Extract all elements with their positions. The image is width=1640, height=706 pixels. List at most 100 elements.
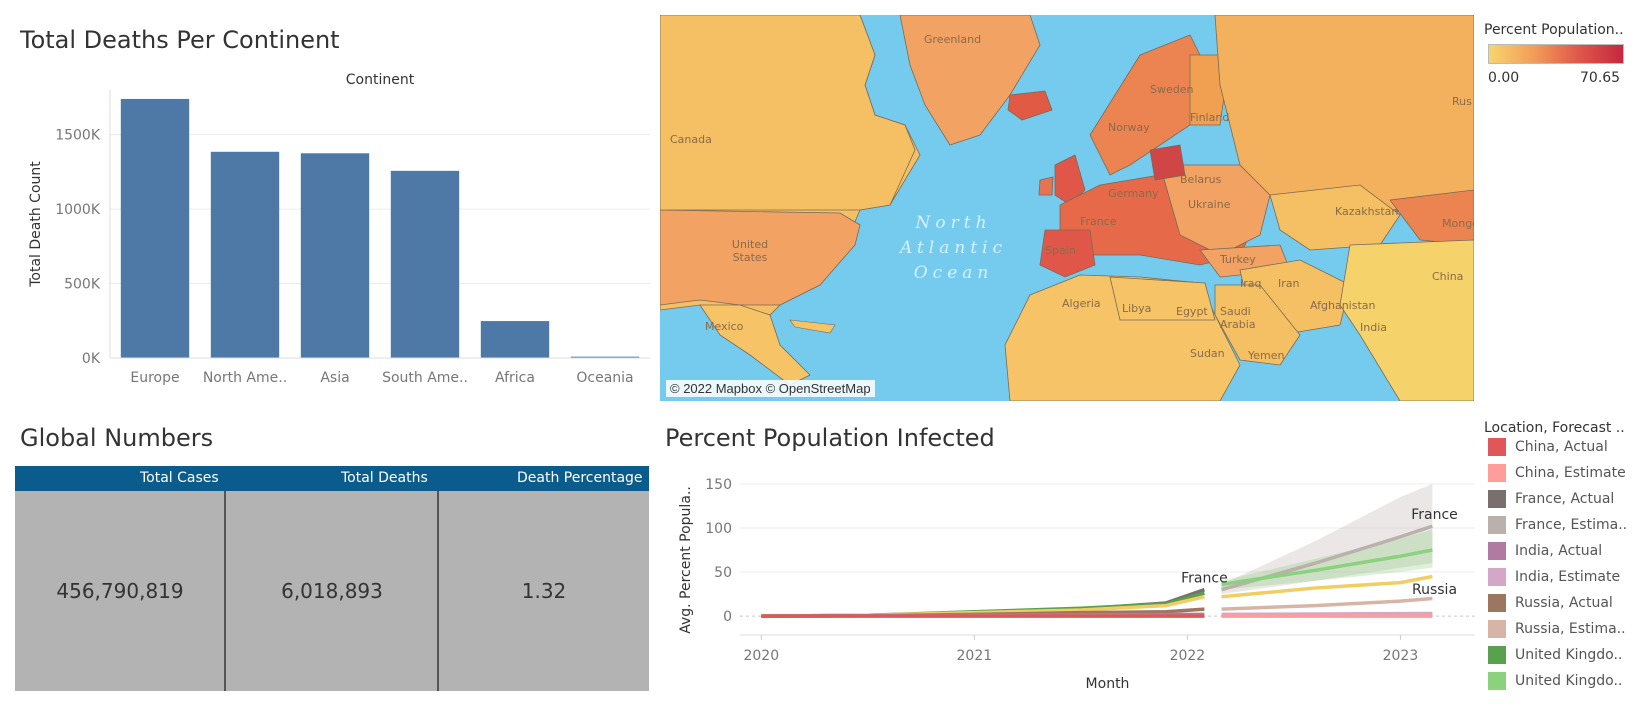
x-tick-label: South Ame.. (382, 370, 468, 386)
legend-item[interactable]: India, Estimate (1488, 567, 1620, 587)
x-tick-label: 2021 (957, 648, 993, 664)
x-tick-label: 2020 (743, 648, 779, 664)
annotation-france-actual: France (1181, 571, 1228, 587)
bar (570, 356, 640, 358)
map-label-belarus: Belarus (1180, 173, 1222, 186)
map-landmass (660, 15, 1474, 401)
header-total-cases: Total Cases (140, 470, 219, 486)
map-label-norway: Norway (1108, 121, 1150, 134)
legend-swatch (1488, 490, 1506, 508)
legend-swatch (1488, 542, 1506, 560)
global-numbers-header: Total Cases Total Deaths Death Percentag… (15, 466, 649, 491)
map-label-afghanistan: Afghanistan (1310, 299, 1376, 312)
x-axis-title: Month (1086, 676, 1130, 690)
legend-item[interactable]: United Kingdo.. (1488, 671, 1622, 691)
column-divider (224, 491, 226, 691)
series-line (1221, 548, 1433, 587)
legend-item[interactable]: China, Estimate (1488, 463, 1626, 483)
total-cases-value: 456,790,819 (56, 579, 184, 603)
map-label-mongolia: Mongolia (1442, 217, 1474, 230)
column-divider (437, 491, 439, 691)
legend-label: Russia, Actual (1515, 595, 1613, 611)
y-tick-label: 500K (64, 277, 101, 293)
legend-swatch (1488, 464, 1506, 482)
map-label-turkey: Turkey (1220, 253, 1256, 266)
y-tick-label: 0 (723, 609, 732, 625)
map-label-egypt: Egypt (1176, 305, 1208, 318)
map-label-yemen: Yemen (1248, 349, 1285, 362)
map-legend-min: 0.00 (1488, 70, 1520, 86)
legend-item[interactable]: France, Actual (1488, 489, 1614, 509)
map-label-greenland: Greenland (924, 33, 982, 46)
legend-swatch (1488, 646, 1506, 664)
legend-label: United Kingdo.. (1515, 673, 1623, 689)
map-label-canada: Canada (670, 133, 712, 146)
x-tick-label: Europe (130, 370, 179, 386)
legend-item[interactable]: France, Estima.. (1488, 515, 1627, 535)
y-tick-label: 1500K (55, 128, 101, 144)
legend-swatch (1488, 438, 1506, 456)
bar (390, 170, 460, 358)
map-label-iraq: Iraq (1240, 277, 1262, 290)
map-label-france: France (1080, 215, 1117, 228)
map-label-finland: Finland (1190, 111, 1230, 124)
legend-swatch (1488, 516, 1506, 534)
x-tick-label: Africa (495, 370, 535, 386)
bar-chart-title: Total Deaths Per Continent (20, 26, 340, 54)
map-label-germany: Germany (1108, 187, 1159, 200)
legend-item[interactable]: India, Actual (1488, 541, 1602, 561)
y-tick-label: 0K (82, 351, 101, 367)
death-percentage-value: 1.32 (521, 579, 567, 603)
y-tick-label: 100 (705, 521, 732, 537)
line-legend-title: Location, Forecast .. (1484, 420, 1625, 436)
legend-item[interactable]: China, Actual (1488, 437, 1608, 457)
annotation-france-estimate: France (1411, 507, 1458, 523)
legend-item[interactable]: Russia, Actual (1488, 593, 1613, 613)
global-numbers-table: 456,790,819 6,018,893 1.32 (15, 491, 649, 691)
series-line (1221, 596, 1433, 611)
bar (300, 153, 370, 358)
legend-label: China, Actual (1515, 439, 1608, 455)
bar (120, 98, 190, 358)
legend-label: India, Estimate (1515, 569, 1621, 585)
x-tick-label: 2022 (1170, 648, 1206, 664)
ocean-label: North Atlantic Ocean (900, 213, 1008, 283)
map-label-china: China (1432, 270, 1464, 283)
bar (480, 321, 550, 358)
choropleth-map[interactable]: North Atlantic Ocean Greenland Canada Un… (660, 15, 1474, 401)
map-label-russia: Rus (1452, 95, 1472, 108)
global-numbers-title: Global Numbers (20, 424, 214, 452)
x-tick-label: North Ame.. (203, 370, 287, 386)
map-label-sudan: Sudan (1190, 347, 1225, 360)
map-label-libya: Libya (1122, 302, 1152, 315)
legend-swatch (1488, 568, 1506, 586)
bar (210, 151, 280, 358)
legend-label: India, Actual (1515, 543, 1603, 559)
x-axis-header: Continent (346, 72, 415, 88)
y-tick-label: 150 (705, 477, 732, 493)
legend-item[interactable]: Russia, Estima.. (1488, 619, 1626, 639)
map-label-mexico: Mexico (705, 320, 744, 333)
x-tick-label: Asia (320, 370, 349, 386)
map-legend-title: Percent Population.. (1484, 22, 1624, 38)
legend-swatch (1488, 594, 1506, 612)
x-tick-label: Oceania (576, 370, 633, 386)
legend-item[interactable]: United Kingdo.. (1488, 645, 1622, 665)
header-death-percentage: Death Percentage (517, 470, 643, 486)
legend-label: China, Estimate (1515, 465, 1626, 481)
confidence-band (1221, 483, 1433, 595)
map-label-kazakhstan: Kazakhstan (1335, 205, 1399, 218)
line-chart: 0 50 100 150 2020 2021 2022 2023 Month Avg. Perce… (678, 477, 1475, 690)
series-line (1221, 611, 1433, 617)
y-tick-label: 1000K (55, 202, 101, 218)
map-label-iran: Iran (1278, 277, 1300, 290)
y-axis-title: Avg. Percent Popula.. (678, 486, 694, 634)
map-attribution[interactable]: © 2022 Mapbox © OpenStreetMap (666, 380, 875, 397)
map-label-ukraine: Ukraine (1188, 198, 1231, 211)
map-label-saudi-arabia: Saudi Arabia (1220, 305, 1256, 331)
map-legend-max: 70.65 (1580, 70, 1621, 86)
map-label-algeria: Algeria (1062, 297, 1101, 310)
header-total-deaths: Total Deaths (341, 470, 428, 486)
legend-label: France, Estima.. (1515, 517, 1628, 533)
y-axis-title: Total Death Count (28, 161, 44, 288)
